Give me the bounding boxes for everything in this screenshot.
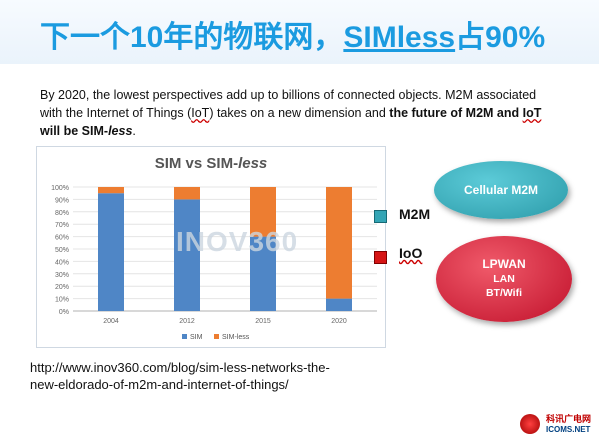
ioo-legend-swatch <box>374 251 387 264</box>
y-tick-label: 80% <box>55 210 69 217</box>
bar-sim-less <box>174 187 200 200</box>
legend-swatch <box>214 334 219 339</box>
source-url[interactable]: http://www.inov360.com/blog/sim-less-net… <box>30 360 330 392</box>
logo-en-text: ICOMS.NET <box>546 425 591 434</box>
title-simless: SIMless <box>343 21 456 54</box>
y-tick-label: 20% <box>55 284 69 291</box>
intro-bold-italic: less <box>108 124 133 138</box>
m2m-label: M2M <box>399 206 431 222</box>
chart-title: SIM vs SIM-less <box>37 155 385 172</box>
title-part3: 占90% <box>455 21 546 54</box>
bar-sim-less <box>250 187 276 237</box>
y-tick-label: 100% <box>51 185 69 192</box>
title-part1: 下一个10年的物联网， <box>40 21 344 54</box>
y-tick-label: 90% <box>55 197 69 204</box>
logo-cn-text: 科讯广电网 <box>546 414 592 424</box>
site-logo: 科讯广电网 ICOMS.NET <box>518 412 598 438</box>
stacked-bar-chart: 0% 10% 20% 30% 40% 50% 60% 70% 80% 90% 100% 2004 201… <box>51 185 377 341</box>
bar-sim <box>326 298 352 311</box>
y-tick-label: 70% <box>55 222 69 229</box>
bar-sim <box>98 193 124 311</box>
y-tick-label: 0% <box>59 309 69 316</box>
m2m-legend-swatch <box>374 210 387 223</box>
y-tick-label: 30% <box>55 272 69 279</box>
lpwan-ellipse: LPWAN LAN BT/Wifi <box>436 236 572 322</box>
lan-label: LAN <box>493 273 515 285</box>
x-tick-label: 2004 <box>103 318 119 325</box>
bar-sim <box>174 199 200 311</box>
bar-sim <box>250 236 276 311</box>
intro-paragraph: By 2020, the lowest perspectives add up … <box>40 86 560 140</box>
intro-end: . <box>132 124 136 138</box>
legend-label: SIM <box>190 334 203 341</box>
x-tick-label: 2012 <box>179 318 195 325</box>
intro-iot-1: IoT <box>191 106 210 120</box>
cellular-m2m-label: Cellular M2M <box>463 183 538 197</box>
bt-wifi-label: BT/Wifi <box>485 287 523 299</box>
slide-title: 下一个10年的物联网，SIMless占90% <box>40 12 545 56</box>
chart-panel: SIM vs SIM-less 0% 10% 20% 30% 40% 50% 60% 70% 8… <box>36 146 386 348</box>
legend-swatch <box>182 334 187 339</box>
x-tick-label: 2015 <box>255 318 271 325</box>
watermark: INOV360 <box>176 226 299 257</box>
y-tick-label: 50% <box>55 247 69 254</box>
intro-text-2: ) takes on a new dimension and <box>209 106 390 120</box>
chart-title-main: SIM vs SIM- <box>154 155 239 172</box>
intro-bold-2: will be SIM- <box>40 124 109 138</box>
chart-title-italic: less <box>238 155 268 172</box>
logo-mark-icon <box>520 414 540 434</box>
intro-iot-2: IoT <box>522 106 542 120</box>
cellular-m2m-ellipse: Cellular M2M <box>434 161 568 219</box>
bar-sim-less <box>326 187 352 299</box>
y-tick-label: 10% <box>55 297 69 304</box>
x-tick-label: 2020 <box>331 318 347 325</box>
bar-sim-less <box>98 187 124 194</box>
legend-label: SIM-less <box>222 334 250 341</box>
intro-bold-1: the future of M2M and <box>389 106 523 120</box>
y-tick-label: 40% <box>55 259 69 266</box>
intro-text-1: By 2020, the lowest perspectives add up … <box>40 88 537 120</box>
lpwan-label: LPWAN <box>482 257 526 271</box>
y-tick-label: 60% <box>55 235 69 242</box>
ioo-label: IoO <box>399 245 423 261</box>
title-band: 下一个10年的物联网，SIMless占90% <box>0 0 599 64</box>
